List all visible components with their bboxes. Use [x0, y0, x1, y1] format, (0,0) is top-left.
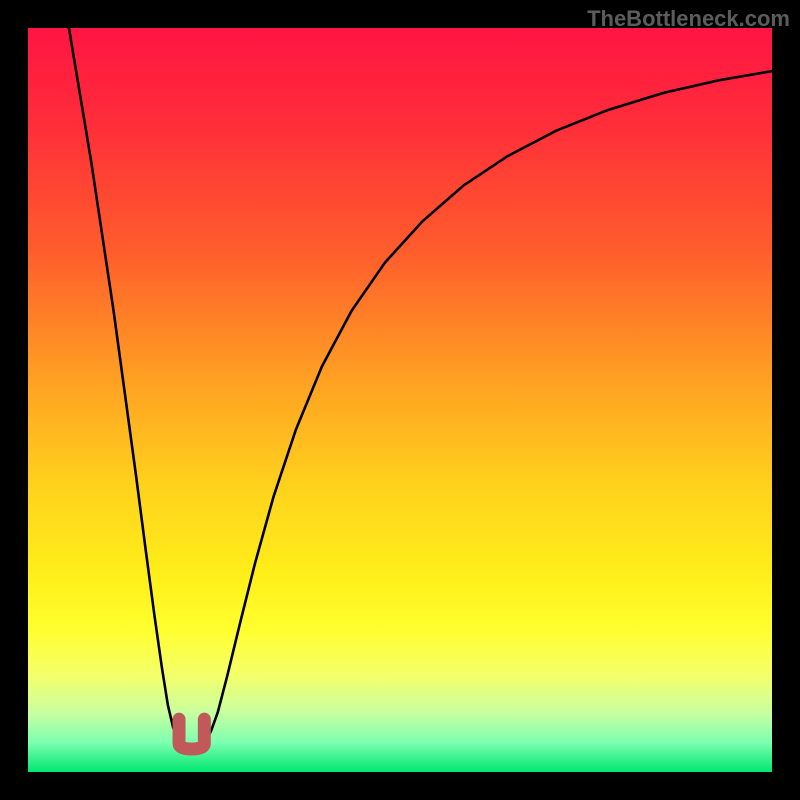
plot-area: [28, 28, 772, 772]
chart-frame: TheBottleneck.com: [0, 0, 800, 800]
plot-svg: [28, 28, 772, 772]
